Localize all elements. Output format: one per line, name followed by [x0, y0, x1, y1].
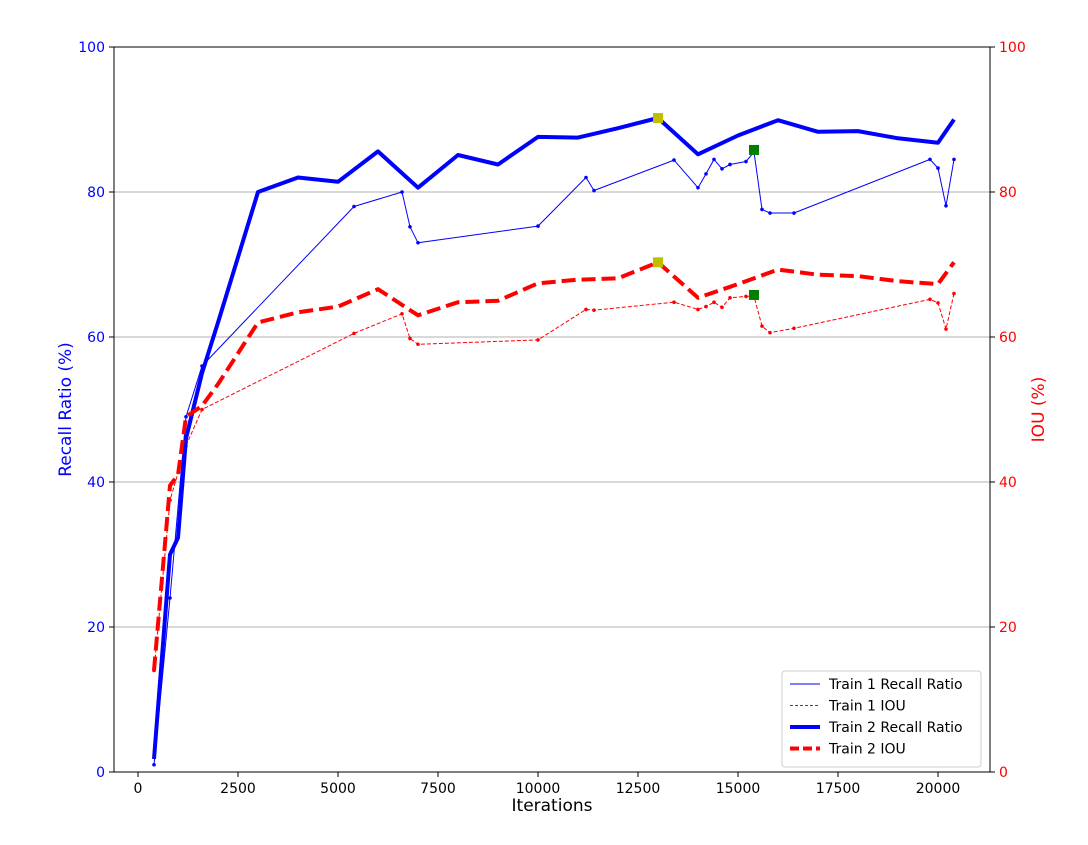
data-point [704, 172, 708, 176]
plot-series [152, 116, 956, 767]
data-point [352, 204, 356, 209]
best-point-marker [749, 289, 759, 300]
x-tick-label: 0 [134, 781, 143, 797]
data-point [744, 159, 748, 164]
data-point [408, 225, 412, 229]
best-point-marker [653, 113, 663, 124]
best-point-marker [749, 144, 759, 155]
series-train-1-iou [152, 291, 956, 673]
y-left-tick-label: 0 [96, 765, 105, 781]
data-point [712, 300, 716, 305]
y-right-tick-label: 20 [999, 620, 1017, 636]
x-tick-label: 12500 [616, 781, 661, 797]
data-point [536, 224, 540, 228]
y-right-tick-label: 100 [999, 40, 1026, 56]
data-point [152, 762, 156, 767]
data-point [792, 326, 796, 331]
data-point [184, 414, 188, 419]
legend-label: Train 2 Recall Ratio [828, 720, 963, 736]
y-right-tick-label: 0 [999, 765, 1008, 781]
y-axis-right-label: IOU (%) [1029, 377, 1049, 443]
data-point [944, 203, 948, 208]
data-point [952, 291, 956, 296]
y-left-tick-label: 60 [87, 330, 105, 346]
data-point [584, 307, 588, 312]
series-train-2-recall-ratio [152, 116, 956, 760]
x-tick-label: 5000 [320, 781, 356, 797]
data-point [728, 162, 732, 167]
data-point [928, 297, 932, 302]
y-left-tick-label: 20 [87, 620, 105, 636]
series-line [152, 260, 956, 671]
data-point [592, 188, 596, 193]
data-point [760, 207, 764, 212]
data-point [416, 342, 420, 347]
x-tick-label: 17500 [816, 781, 861, 797]
series-train-2-iou [152, 260, 956, 671]
data-point [728, 296, 732, 300]
data-point [696, 307, 700, 312]
data-point [720, 167, 724, 171]
x-tick-label: 10000 [516, 781, 561, 797]
data-point [928, 157, 932, 162]
y-left-tick-label: 40 [87, 475, 105, 491]
data-point [744, 294, 748, 299]
data-point [952, 157, 956, 162]
y-right-tick-label: 40 [999, 475, 1017, 491]
data-point [720, 305, 724, 310]
series-line [152, 116, 956, 760]
x-tick-label: 15000 [716, 781, 761, 797]
y-axis-left: 0 20 40 60 80 100 [78, 40, 114, 781]
y-right-tick-label: 60 [999, 330, 1017, 346]
data-point [936, 301, 940, 305]
y-left-tick-label: 100 [78, 40, 105, 56]
x-tick-label: 20000 [916, 781, 961, 797]
grid-lines [114, 191, 990, 628]
data-point [768, 330, 772, 335]
data-point [696, 185, 700, 190]
x-axis: 0 2500 5000 7500 10000 12500 15000 17500 20000 [134, 772, 961, 797]
legend-label: Train 1 Recall Ratio [828, 677, 963, 693]
data-point [792, 211, 796, 215]
data-point [200, 407, 204, 412]
data-point [760, 324, 764, 328]
series-train-1-recall-ratio [152, 150, 956, 767]
legend-label: Train 2 IOU [828, 742, 906, 758]
data-point [672, 158, 676, 162]
data-point [584, 175, 588, 180]
data-point [704, 304, 708, 309]
x-tick-label: 2500 [220, 781, 256, 797]
data-point [536, 338, 540, 342]
legend: Train 1 Recall Ratio Train 1 IOU Train 2 R… [781, 670, 982, 768]
y-axis-right: 0 20 40 60 80 100 [990, 40, 1026, 781]
y-right-tick-label: 80 [999, 185, 1017, 201]
data-point [936, 166, 940, 170]
series-line [153, 293, 955, 671]
data-point [592, 308, 596, 312]
series-line [153, 151, 955, 765]
y-axis-left-label: Recall Ratio (%) [56, 342, 76, 477]
legend-box [781, 670, 982, 768]
x-axis-label: Iterations [512, 796, 593, 816]
data-point [408, 336, 412, 341]
data-point [352, 331, 356, 336]
data-point [400, 312, 404, 316]
plot-frame [113, 46, 991, 773]
best-point-markers [653, 113, 759, 300]
y-left-tick-label: 80 [87, 185, 105, 201]
x-tick-label: 7500 [420, 781, 456, 797]
data-point [168, 596, 172, 600]
best-point-marker [653, 257, 663, 268]
data-point [672, 300, 676, 305]
data-point [768, 211, 772, 215]
data-point [944, 327, 948, 331]
legend-label: Train 1 IOU [828, 699, 906, 715]
data-point [712, 157, 716, 162]
data-point [416, 240, 420, 245]
data-point [400, 190, 404, 194]
